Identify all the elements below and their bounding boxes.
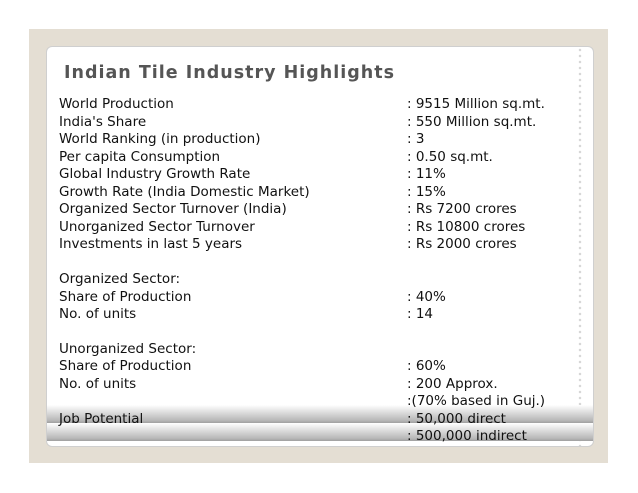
slide-title: Indian Tile Industry Highlights <box>64 63 396 83</box>
row-label: No. of units <box>59 306 137 322</box>
row-label: World Production <box>59 96 174 112</box>
row-label: Growth Rate (India Domestic Market) <box>59 183 310 200</box>
table-row: Global Industry Growth Rate : 11% <box>59 166 579 184</box>
row-value: : 40% <box>407 288 446 305</box>
row-label: India's Share <box>59 113 147 130</box>
section-heading-label: Organized Sector: <box>59 271 181 287</box>
table-row: Unorganized Sector Turnover : Rs 10800 c… <box>59 219 579 237</box>
table-row: No. of units : 200 Approx. <box>59 376 579 394</box>
section-heading: Organized Sector: <box>59 271 579 289</box>
row-label: Job Potential <box>59 410 144 427</box>
table-row: Job Potential : 50,000 direct <box>59 411 579 429</box>
table-row: :(70% based in Guj.) <box>59 393 579 411</box>
row-value: : Rs 10800 crores <box>407 218 526 235</box>
row-label: Share of Production <box>59 358 192 374</box>
highlight-band <box>47 423 593 441</box>
row-value: : 11% <box>407 166 446 182</box>
table-row: : 500,000 indirect <box>59 428 579 446</box>
table-row: Share of Production : 60% <box>59 358 579 376</box>
row-value: : Rs 7200 crores <box>407 201 517 217</box>
row-label: World Ranking (in production) <box>59 131 261 147</box>
table-row: Share of Production : 40% <box>59 289 579 307</box>
row-label: Per capita Consumption <box>59 148 221 165</box>
row-value: : 200 Approx. <box>407 375 498 392</box>
row-value: : 0.50 sq.mt. <box>407 148 493 165</box>
row-label: Organized Sector Turnover (India) <box>59 201 287 217</box>
row-value: : Rs 2000 crores <box>407 236 517 252</box>
row-label: Investments in last 5 years <box>59 236 243 252</box>
table-row: India's Share : 550 Million sq.mt. <box>59 114 579 132</box>
highlight-band <box>47 405 593 423</box>
table-row: World Ranking (in production) : 3 <box>59 131 579 149</box>
row-label: No. of units <box>59 375 137 392</box>
row-value: : 9515 Million sq.mt. <box>407 96 545 112</box>
section-heading: Unorganized Sector: <box>59 341 579 359</box>
table-row: Investments in last 5 years : Rs 2000 cr… <box>59 236 579 254</box>
table-row: Per capita Consumption : 0.50 sq.mt. <box>59 149 579 167</box>
row-value: : 60% <box>407 358 446 374</box>
table-row: Organized Sector Turnover (India) : Rs 7… <box>59 201 579 219</box>
table-row: Growth Rate (India Domestic Market) : 15… <box>59 184 579 202</box>
row-value: :(70% based in Guj.) <box>407 393 546 409</box>
row-label: Global Industry Growth Rate <box>59 166 251 182</box>
row-value: : 550 Million sq.mt. <box>407 113 537 130</box>
row-value: : 500,000 indirect <box>407 428 527 444</box>
row-label: Share of Production <box>59 288 192 305</box>
table-row: No. of units : 14 <box>59 306 579 324</box>
row-label: Unorganized Sector Turnover <box>59 218 255 235</box>
row-value: : 15% <box>407 183 446 200</box>
table-row: World Production : 9515 Million sq.mt. <box>59 96 579 114</box>
decorative-dot-border <box>577 47 583 446</box>
section-heading-label: Unorganized Sector: <box>59 340 197 357</box>
row-value: : 3 <box>407 131 425 147</box>
row-value: : 50,000 direct <box>407 410 506 427</box>
row-value: : 14 <box>407 306 434 322</box>
slide: Indian Tile Industry Highlights World Pr… <box>46 46 594 447</box>
